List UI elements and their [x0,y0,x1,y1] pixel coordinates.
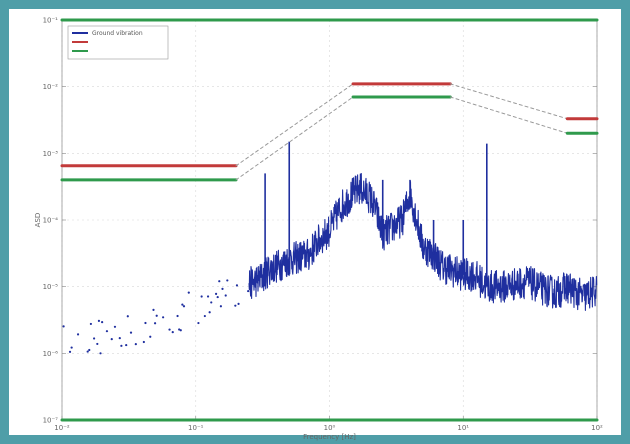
data-point [234,304,237,307]
series-segment [235,96,354,181]
x-tick-label: 10² [591,424,603,432]
series-measured-spectrum [62,141,598,355]
data-point [125,343,128,347]
y-tick-label: 10⁻⁵ [43,283,59,291]
data-point [237,302,240,305]
data-point [155,314,158,317]
data-point [153,322,157,325]
data-point [88,348,91,352]
x-axis-label: Frequency [Hz] [303,433,356,441]
data-point [206,295,210,298]
data-point [181,303,184,306]
data-point [93,337,96,340]
series-threshold [60,82,599,168]
data-point [179,329,182,332]
data-point [134,343,137,346]
y-tick-label: 10⁻¹ [43,17,59,25]
data-point [118,336,121,340]
y-tick-label: 10⁻⁴ [43,217,59,225]
data-point [89,322,92,326]
data-point [101,321,104,324]
axis-ticks: 10⁻² 10⁻¹ 10⁰ 10¹ 10² 10⁻¹ 10⁻² 10⁻³ 10⁻⁴ 10⁻⁵ 10⁻… [43,17,603,433]
data-point [219,305,222,308]
y-tick-label: 10⁻³ [43,150,59,158]
data-point [197,321,200,325]
data-point [216,295,219,299]
series-segment [449,83,568,120]
data-point [68,350,72,353]
data-point [214,292,218,296]
grid [61,19,598,421]
data-point [210,301,213,304]
data-point [86,350,89,353]
data-point [224,294,227,297]
series-line [248,173,598,311]
data-point [62,325,65,328]
data-point [235,284,239,287]
data-point [105,330,109,333]
data-point [129,331,133,334]
data-point [168,328,171,331]
data-point [162,316,165,319]
data-point [149,335,152,338]
data-point [99,352,102,355]
data-point [203,314,206,318]
data-point [182,305,186,308]
legend: Ground vibration [67,25,169,60]
data-point [97,319,101,322]
x-tick-label: 10⁻² [54,424,70,432]
data-point [113,325,117,328]
data-point [218,280,221,283]
data-point [226,279,229,282]
series-segment [449,96,568,134]
series-threshold [60,95,599,182]
series-segment [235,83,354,167]
y-tick-label: 10⁻⁶ [43,350,59,358]
data-point [221,287,224,291]
data-point [144,321,147,325]
data-point [200,295,203,298]
y-tick-label: 10⁻⁷ [43,417,59,425]
data-point [110,338,113,341]
data-point [152,308,155,311]
data-point [247,289,250,293]
data-point [120,344,123,347]
data-point [187,291,190,294]
x-tick-label: 10¹ [457,424,469,432]
data-point [70,346,73,349]
data-point [176,314,179,318]
y-tick-label: 10⁻² [43,83,59,91]
data-point [142,340,145,344]
data-point [76,333,80,336]
data-point [126,315,129,318]
legend-label: Ground vibration [92,30,143,37]
x-tick-label: 10⁰ [324,424,336,432]
x-tick-label: 10⁻¹ [188,424,204,432]
series-layer [60,18,599,422]
data-point [208,311,211,314]
data-point [171,331,174,334]
y-axis-label: ASD [34,213,42,228]
data-point [96,342,99,346]
